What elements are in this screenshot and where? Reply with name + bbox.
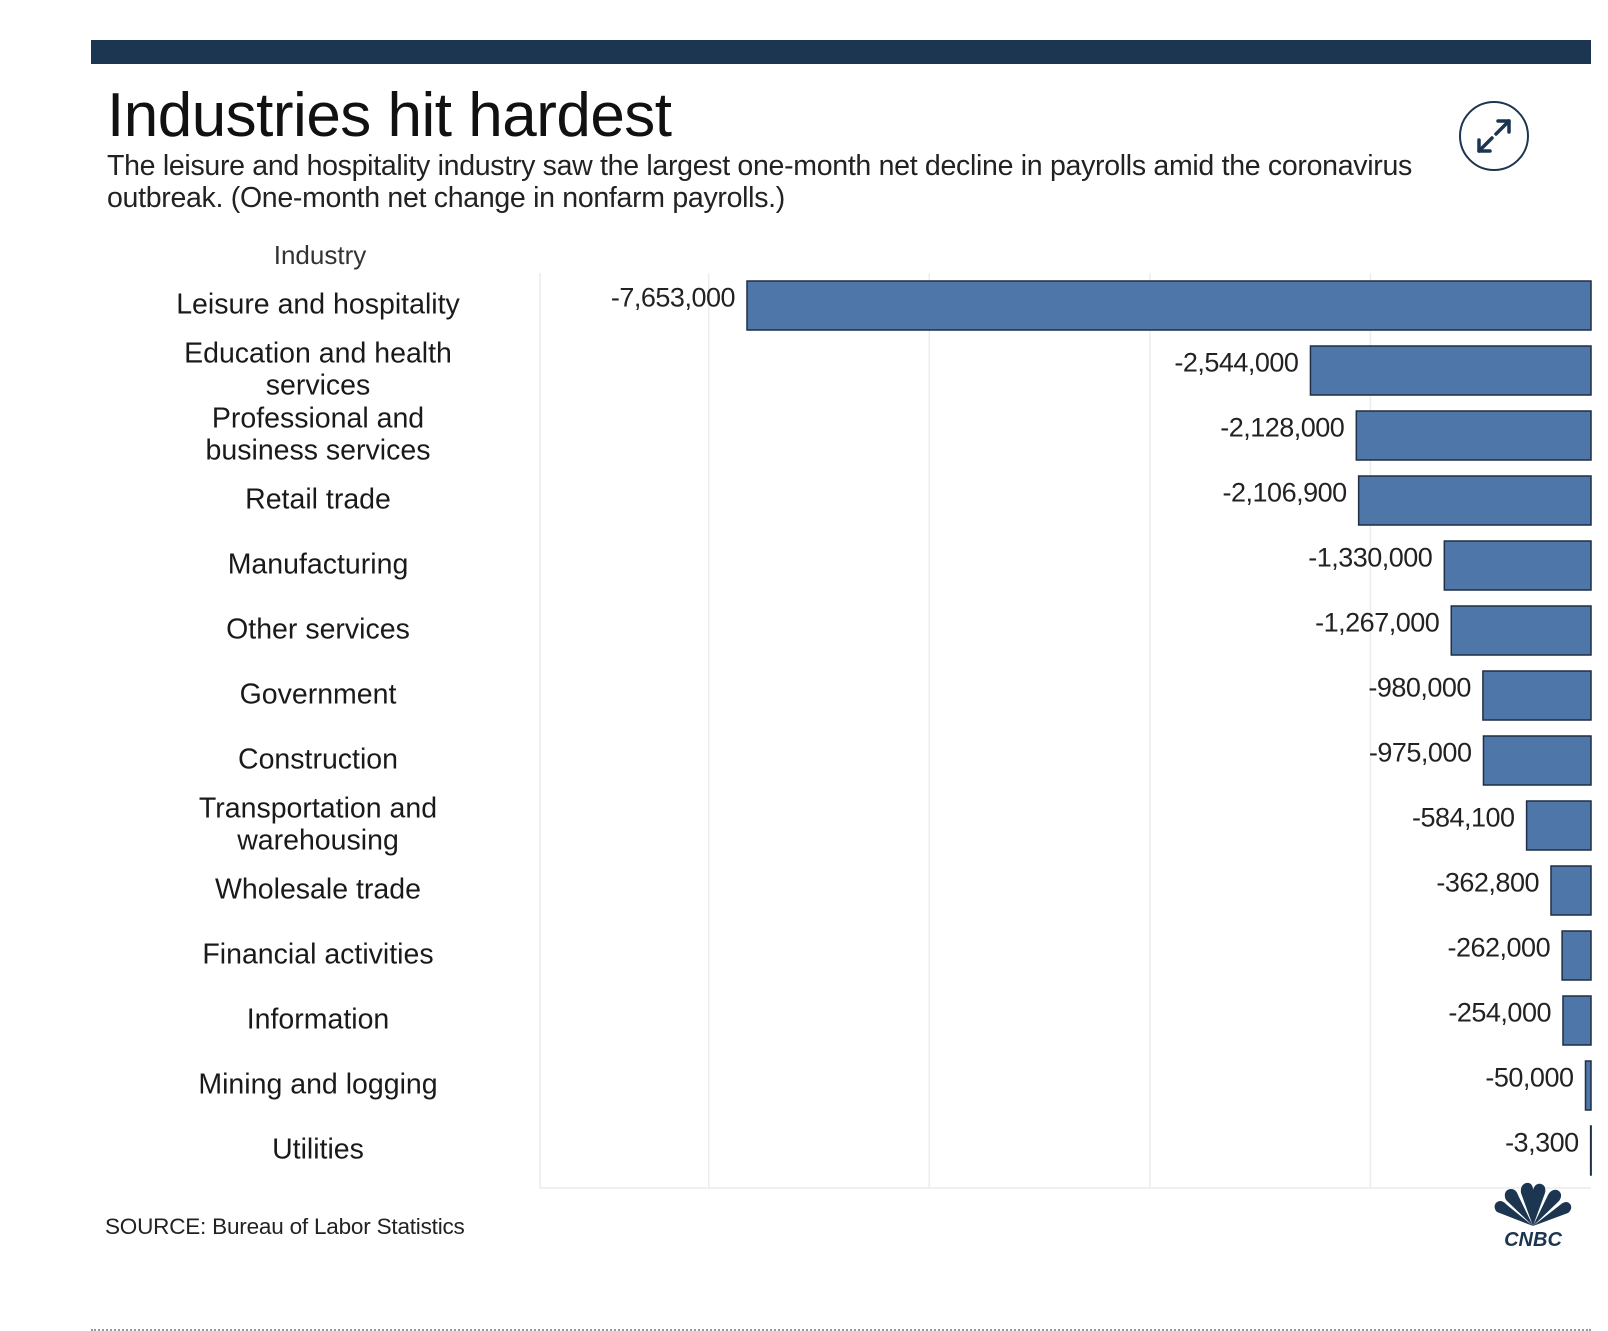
- category-label: Retail trade: [245, 483, 391, 515]
- bar-1: [1309, 345, 1592, 396]
- chart-subtitle: The leisure and hospitality industry saw…: [107, 150, 1412, 214]
- category-label: Information: [247, 1003, 390, 1035]
- value-label: -1,267,000: [1315, 608, 1439, 638]
- category-column-header: Industry: [273, 240, 367, 270]
- value-label: -584,100: [1412, 803, 1515, 833]
- value-label: -2,106,900: [1223, 478, 1347, 508]
- bar-10: [1561, 930, 1592, 981]
- value-label: -3,300: [1505, 1128, 1579, 1158]
- value-label: -254,000: [1448, 998, 1551, 1028]
- category-label: Wholesale trade: [215, 873, 421, 905]
- chart-bars: [746, 280, 1592, 1176]
- bar-11: [1562, 995, 1592, 1046]
- category-label: Other services: [226, 613, 410, 645]
- category-label: Utilities: [272, 1133, 364, 1165]
- category-label: Professional and business services: [206, 402, 431, 466]
- value-label: -50,000: [1485, 1063, 1573, 1093]
- bar-13: [1589, 1125, 1592, 1176]
- category-label: Transportation and warehousing: [199, 792, 437, 856]
- expand-arrows-icon: [1477, 119, 1511, 153]
- chart-title: Industries hit hardest: [107, 81, 672, 150]
- cnbc-logo-text: CNBC: [1504, 1229, 1562, 1248]
- value-label: -2,544,000: [1174, 348, 1298, 378]
- bar-2: [1355, 410, 1592, 461]
- category-label: Government: [240, 678, 397, 710]
- bar-3: [1357, 475, 1592, 526]
- category-label: Leisure and hospitality: [176, 288, 460, 320]
- bar-chart: -7,653,000 Leisure and hospitality -2,544,…: [176, 273, 1592, 1189]
- category-label: Financial activities: [202, 938, 433, 970]
- value-label: -980,000: [1368, 673, 1471, 703]
- bar-7: [1482, 735, 1592, 786]
- bar-12: [1584, 1060, 1592, 1111]
- value-label: -262,000: [1448, 933, 1551, 963]
- category-label: Mining and logging: [198, 1068, 437, 1100]
- chart-labels: -7,653,000 Leisure and hospitality -2,544,…: [176, 283, 1579, 1165]
- bar-6: [1482, 670, 1592, 721]
- bar-9: [1550, 865, 1592, 916]
- bar-5: [1450, 605, 1592, 656]
- cnbc-peacock-logo: CNBC: [1494, 1182, 1572, 1248]
- bar-0: [746, 280, 1592, 331]
- bar-4: [1443, 540, 1592, 591]
- category-label: Manufacturing: [228, 548, 409, 580]
- top-banner: [91, 40, 1591, 64]
- category-label: Construction: [238, 743, 398, 775]
- value-label: -975,000: [1369, 738, 1472, 768]
- value-label: -362,800: [1436, 868, 1539, 898]
- value-label: -1,330,000: [1308, 543, 1432, 573]
- category-label: Education and health services: [184, 337, 452, 401]
- source-note: SOURCE: Bureau of Labor Statistics: [105, 1214, 465, 1239]
- expand-button[interactable]: [1459, 101, 1529, 171]
- bar-8: [1525, 800, 1592, 851]
- value-label: -2,128,000: [1220, 413, 1344, 443]
- value-label: -7,653,000: [611, 283, 735, 313]
